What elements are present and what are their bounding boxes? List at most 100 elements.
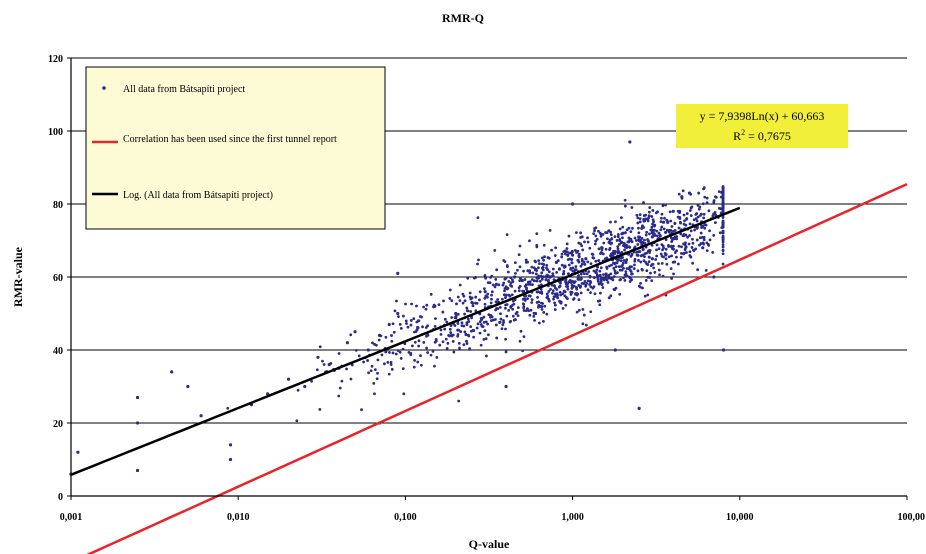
scatter-point	[561, 306, 565, 310]
scatter-point	[513, 275, 517, 279]
legend-box	[85, 66, 386, 230]
scatter-point	[616, 258, 619, 262]
scatter-point	[616, 233, 620, 236]
x-tick-label: 10,000	[726, 512, 754, 523]
scatter-point	[659, 228, 663, 232]
scatter-point	[714, 195, 717, 199]
scatter-point	[518, 244, 522, 248]
scatter-point	[464, 333, 468, 337]
scatter-point	[453, 324, 457, 327]
scatter-point	[639, 260, 643, 264]
scatter-point	[641, 240, 644, 244]
scatter-point	[663, 251, 667, 255]
scatter-point	[601, 276, 605, 280]
scatter-point	[463, 330, 467, 334]
scatter-point	[499, 312, 502, 316]
scatter-point	[712, 275, 716, 279]
scatter-point	[694, 213, 698, 216]
scatter-point	[619, 216, 623, 220]
scatter-point	[721, 262, 725, 266]
scatter-point	[542, 243, 546, 247]
scatter-point	[620, 240, 624, 244]
scatter-point	[316, 355, 320, 359]
scatter-point	[643, 238, 646, 242]
y-tick-labels: 0 20 40 60 80 100 120	[48, 54, 71, 503]
scatter-point	[549, 287, 552, 291]
scatter-point	[399, 326, 403, 330]
scatter-point	[657, 231, 661, 235]
scatter-point	[478, 298, 481, 302]
scatter-point	[419, 354, 422, 358]
scatter-point	[602, 273, 605, 276]
scatter-point	[537, 274, 541, 278]
scatter-point	[566, 254, 570, 257]
scatter-point	[562, 289, 566, 293]
scatter-point	[593, 292, 597, 296]
scatter-point	[721, 221, 725, 224]
scatter-point	[584, 283, 588, 287]
scatter-point	[664, 203, 667, 207]
scatter-point	[712, 233, 716, 237]
scatter-point	[672, 237, 676, 241]
scatter-point	[568, 257, 572, 261]
scatter-point	[693, 228, 697, 232]
scatter-point	[579, 272, 583, 276]
scatter-point	[532, 314, 536, 318]
scatter-point	[624, 270, 628, 274]
scatter-point	[461, 292, 465, 296]
scatter-point	[660, 225, 664, 229]
scatter-point	[721, 229, 725, 233]
y-tick-label: 120	[48, 54, 63, 65]
scatter-point	[539, 274, 543, 278]
scatter-point	[633, 259, 637, 263]
scatter-point	[310, 379, 313, 383]
scatter-point	[577, 298, 581, 302]
scatter-point	[502, 321, 506, 324]
scatter-point	[608, 248, 611, 251]
scatter-point	[476, 322, 480, 326]
scatter-point	[540, 290, 544, 294]
scatter-point	[575, 310, 579, 314]
scatter-point	[483, 290, 487, 294]
scatter-point	[461, 301, 465, 305]
scatter-point	[508, 294, 512, 298]
scatter-point	[691, 237, 694, 241]
scatter-point	[681, 234, 685, 238]
scatter-point	[560, 263, 564, 267]
scatter-point	[643, 294, 647, 298]
scatter-point	[721, 190, 725, 193]
scatter-point	[658, 233, 662, 237]
scatter-point	[579, 242, 582, 246]
scatter-point	[474, 275, 478, 279]
y-tick-label: 100	[48, 127, 63, 138]
scatter-point	[415, 320, 419, 324]
scatter-point	[655, 229, 659, 233]
scatter-point	[563, 252, 567, 256]
scatter-point	[528, 269, 532, 273]
scatter-point	[471, 301, 475, 305]
scatter-point	[636, 216, 640, 220]
scatter-point	[367, 371, 370, 375]
scatter-point	[521, 302, 525, 306]
scatter-point	[628, 246, 632, 249]
scatter-point	[703, 226, 707, 230]
scatter-point	[345, 341, 350, 345]
scatter-point	[413, 330, 416, 334]
scatter-point	[638, 285, 642, 289]
scatter-point	[655, 248, 658, 252]
scatter-point	[457, 399, 461, 403]
scatter-point	[609, 272, 613, 276]
scatter-point	[228, 443, 233, 447]
scatter-point	[613, 271, 617, 275]
scatter-point	[697, 191, 701, 195]
scatter-point	[537, 259, 541, 263]
scatter-point	[349, 333, 353, 337]
scatter-point	[621, 232, 624, 235]
scatter-point	[638, 213, 642, 216]
scatter-point	[535, 301, 539, 304]
scatter-point	[584, 257, 588, 261]
scatter-point	[628, 140, 632, 144]
scatter-point	[535, 232, 539, 236]
scatter-point	[711, 250, 715, 254]
scatter-point	[551, 291, 554, 295]
